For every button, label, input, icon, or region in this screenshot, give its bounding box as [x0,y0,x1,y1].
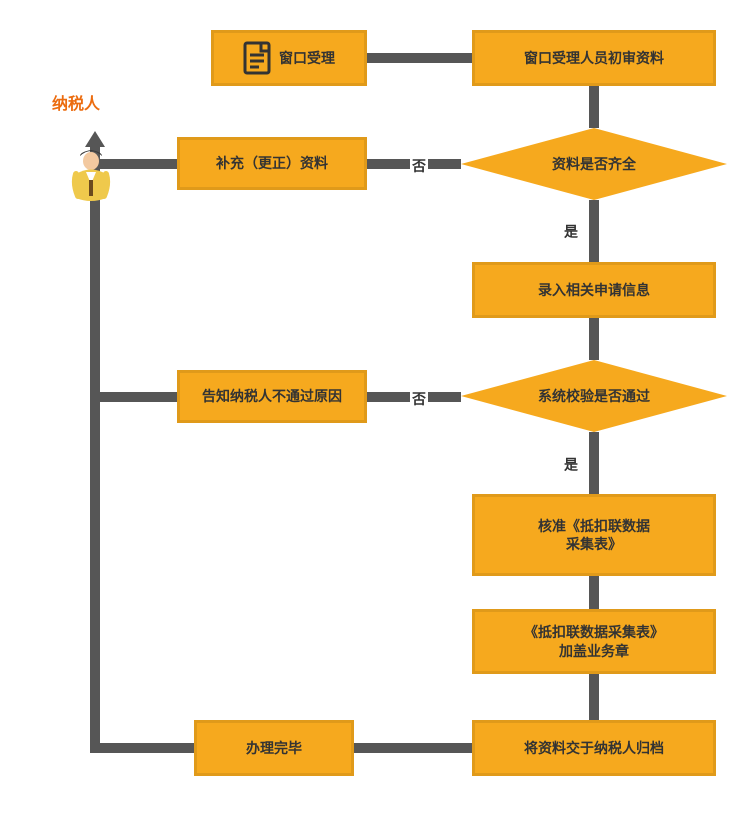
node-n8-text: 核准《抵扣联数据采集表》 [538,517,650,553]
flowchart-stage: 资料是否齐全 系统校验是否通过 窗口受理 窗口受理人员初审资料 补充（更正）资料… [0,0,754,819]
edge-n8-n9 [589,576,599,609]
edge-n2-n3 [589,86,599,128]
node-n9: 《抵扣联数据采集表》加盖业务章 [472,609,716,674]
node-n3-diamond: 资料是否齐全 [461,128,727,200]
edge-n10-n11 [354,743,472,753]
edge-n11-tp [90,743,194,753]
node-n2: 窗口受理人员初审资料 [472,30,716,86]
node-n5-text: 录入相关申请信息 [538,281,650,299]
node-n5: 录入相关申请信息 [472,262,716,318]
edge-label-n3-n5: 是 [561,222,581,240]
edge-n3-n5 [589,200,599,262]
node-n4-text: 补充（更正）资料 [216,154,328,172]
document-icon [243,41,271,75]
taxpayer-label: 纳税人 [52,90,100,114]
node-n4: 补充（更正）资料 [177,137,367,190]
edge-n9-n10 [589,674,599,720]
edge-label-n6-n8: 是 [561,455,581,473]
node-n6-diamond: 系统校验是否通过 [461,360,727,432]
node-n2-text: 窗口受理人员初审资料 [524,49,664,67]
node-n11-text: 办理完毕 [246,739,302,757]
node-n8: 核准《抵扣联数据采集表》 [472,494,716,576]
node-n11: 办理完毕 [194,720,354,776]
node-n9-text: 《抵扣联数据采集表》加盖业务章 [524,623,664,659]
edge-n6-n8 [589,432,599,494]
edge-label-n3-n4: 否 [410,156,428,176]
node-n10-text: 将资料交于纳税人归档 [524,739,664,757]
edge-tp-vert [90,146,100,753]
edge-n1-n2 [367,53,472,63]
node-n10: 将资料交于纳税人归档 [472,720,716,776]
arrow-up-icon [85,131,105,147]
node-n3-text: 资料是否齐全 [461,128,727,200]
edge-n7-tp [90,392,177,402]
taxpayer-icon [70,150,112,210]
edge-n5-n6 [589,318,599,360]
node-n6-text: 系统校验是否通过 [461,360,727,432]
edge-label-n6-n7: 否 [410,389,428,409]
node-n1: 窗口受理 [211,30,367,86]
node-n7: 告知纳税人不通过原因 [177,370,367,423]
node-n1-text: 窗口受理 [279,49,335,67]
node-n7-text: 告知纳税人不通过原因 [202,387,342,405]
